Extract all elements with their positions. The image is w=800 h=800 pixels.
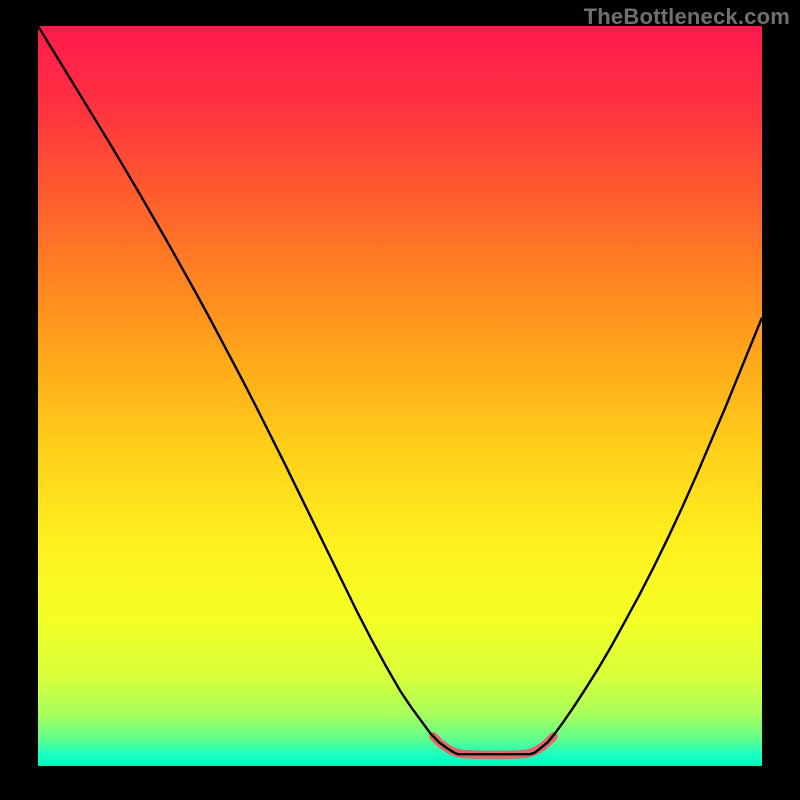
chart-svg — [38, 26, 762, 766]
canvas: TheBottleneck.com — [0, 0, 800, 800]
chart-background — [38, 26, 762, 766]
bottleneck-curve-chart — [38, 26, 762, 766]
